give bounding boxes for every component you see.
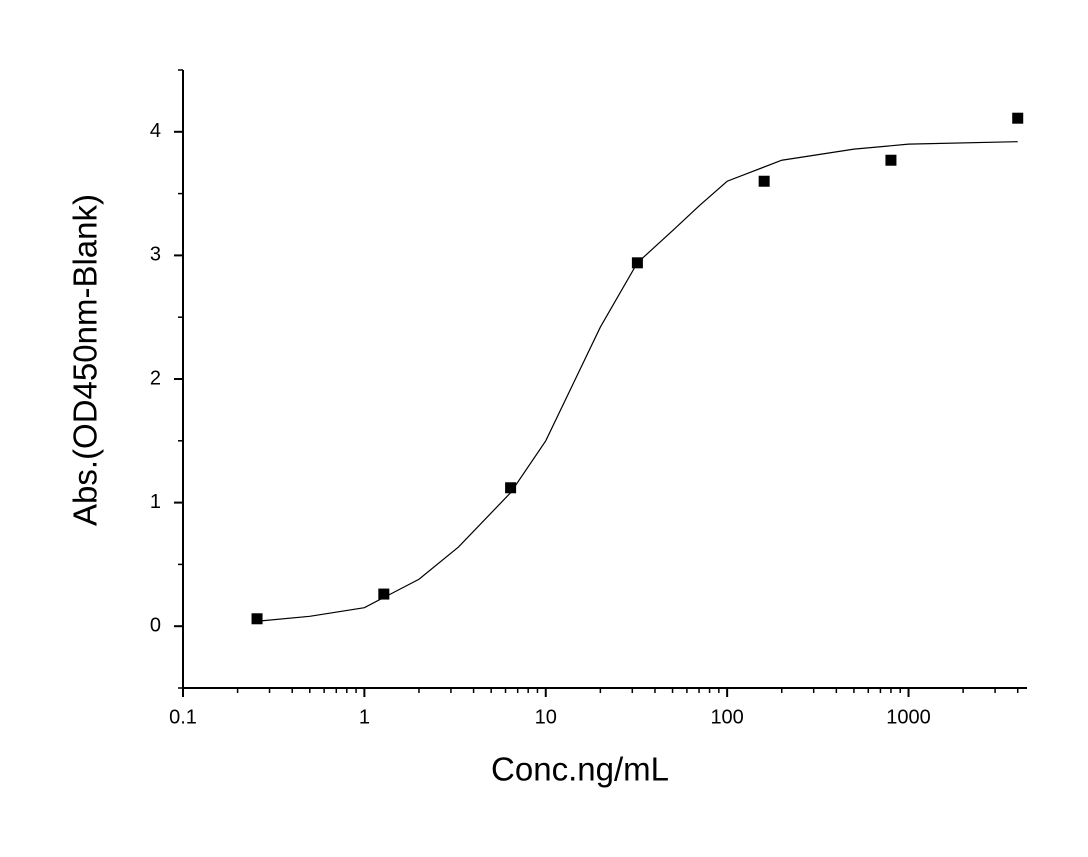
x-axis-title: Conc.ng/mL	[491, 751, 669, 788]
y-tick-label: 4	[150, 120, 161, 142]
x-tick-label: 0.1	[169, 706, 197, 728]
data-point	[1012, 112, 1024, 124]
data-point	[885, 154, 897, 166]
data-point	[758, 175, 770, 187]
x-tick-label: 100	[710, 706, 743, 728]
x-tick-label: 1000	[886, 706, 931, 728]
y-tick-label: 0	[150, 614, 161, 636]
data-point	[505, 482, 517, 494]
y-axis-title: Abs.(OD450nm-Blank)	[67, 194, 104, 526]
x-tick-label: 10	[535, 706, 557, 728]
fit-curve	[256, 141, 1018, 622]
y-tick-label: 1	[150, 491, 161, 513]
data-point	[378, 588, 390, 600]
y-tick-label: 3	[150, 244, 161, 266]
data-point	[251, 613, 263, 625]
x-tick-label: 1	[359, 706, 370, 728]
y-tick-label: 2	[150, 367, 161, 389]
